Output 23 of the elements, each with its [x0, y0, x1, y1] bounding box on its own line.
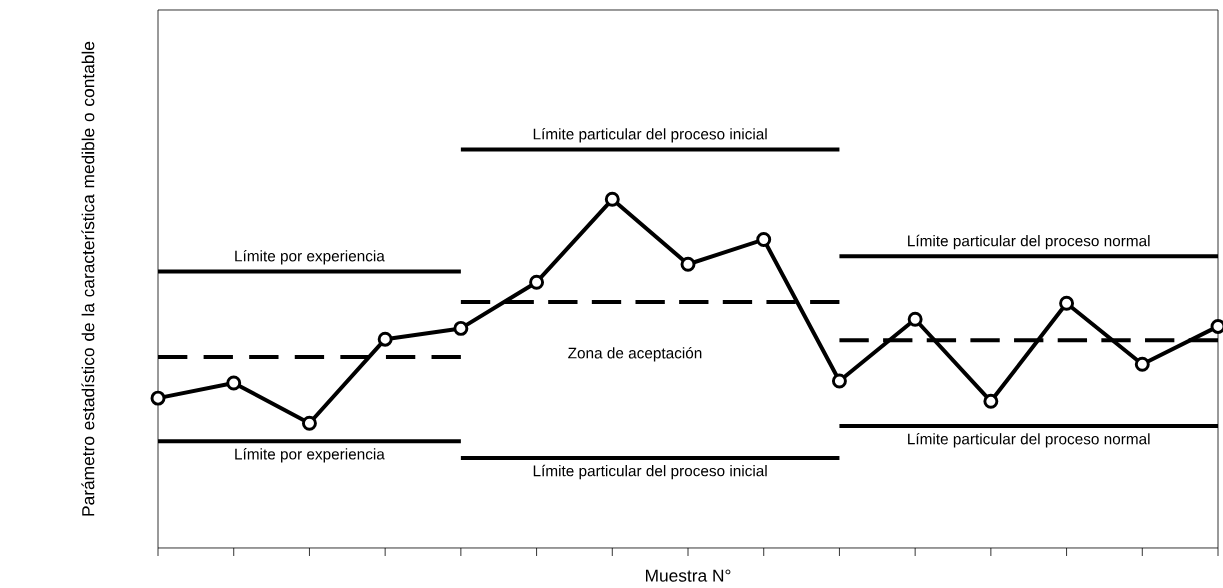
series-label: Límite por experiencia	[235, 448, 385, 463]
series-label: Límite por experiencia	[235, 250, 385, 265]
point	[756, 232, 772, 248]
point	[301, 415, 317, 431]
point	[604, 191, 620, 207]
series-label: Límite particular del proceso normal	[908, 234, 1150, 250]
point	[1059, 295, 1075, 311]
point	[226, 375, 242, 391]
point	[680, 256, 696, 272]
point	[377, 331, 393, 347]
point	[983, 393, 999, 409]
y-axis-title: Parámetro estadístico de la característica medible o contable	[81, 41, 95, 516]
series-label: Límite particular del proceso inicial	[533, 464, 767, 480]
point	[907, 311, 923, 327]
point	[831, 373, 847, 389]
point	[1134, 356, 1150, 372]
annotation: Zona de aceptación	[568, 347, 702, 362]
point	[453, 320, 469, 336]
series-label: Límite particular del proceso inicial	[533, 128, 767, 143]
x-axis-title: Muestra N°	[645, 569, 731, 582]
point	[150, 390, 166, 406]
point	[529, 274, 545, 290]
series-label: Límite particular del proceso normal	[908, 432, 1150, 448]
